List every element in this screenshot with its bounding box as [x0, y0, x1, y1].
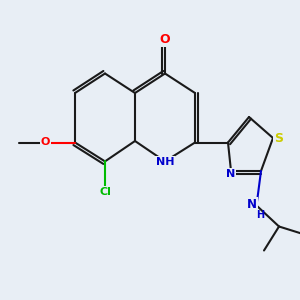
Text: NH: NH: [156, 157, 174, 167]
Text: O: O: [160, 33, 170, 46]
Text: H: H: [256, 210, 264, 220]
Text: O: O: [41, 137, 50, 147]
Text: S: S: [274, 131, 283, 145]
Text: Cl: Cl: [99, 187, 111, 197]
Text: N: N: [247, 197, 257, 211]
Text: N: N: [226, 169, 236, 179]
